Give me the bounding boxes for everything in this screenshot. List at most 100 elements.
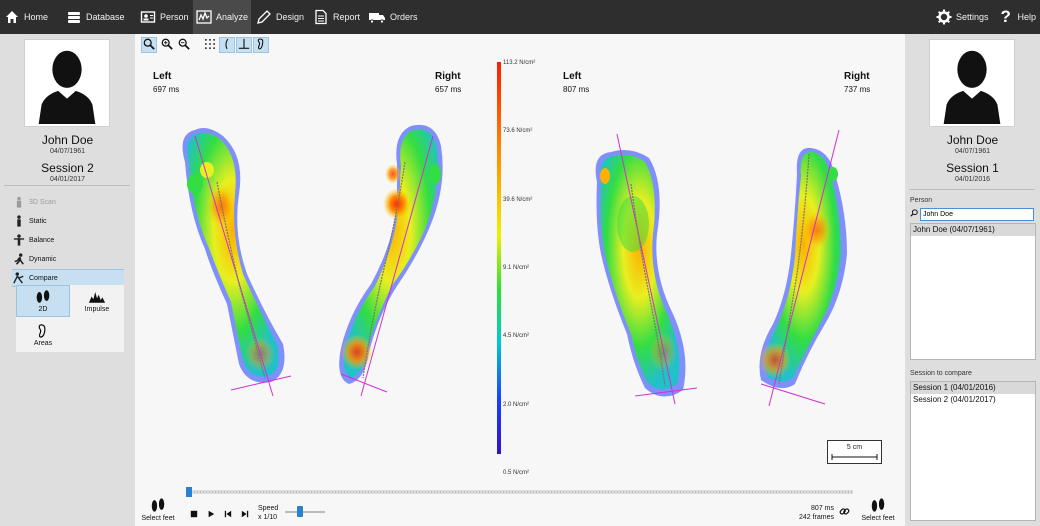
baseline-tool[interactable] [236, 37, 252, 53]
nav-design-label: Design [276, 12, 305, 22]
menu-static[interactable]: Static [12, 212, 124, 230]
select-feet-left[interactable]: Select feet [138, 497, 178, 522]
gear-icon [936, 9, 952, 25]
left-set-right-ms: 657 ms [435, 85, 462, 94]
person-results-list: John Doe (04/07/1961) [910, 223, 1036, 360]
select-feet-right-label: Select feet [861, 515, 895, 522]
compare-impulse-label: Impulse [84, 306, 110, 313]
compare-areas-button[interactable]: Areas [16, 319, 70, 351]
nav-database[interactable]: Database [66, 0, 128, 34]
analyze-icon [196, 9, 212, 25]
person-field-label: Person [910, 197, 933, 204]
color-scale-bar [497, 62, 501, 454]
compare-areas-label: Areas [33, 339, 53, 347]
nav-orders-label: Orders [390, 12, 418, 22]
skip-start-icon [224, 510, 232, 520]
menu-3d-scan[interactable]: 3D Scan [12, 193, 124, 211]
menu-static-label: Static [29, 217, 47, 225]
list-item[interactable]: Session 1 (04/01/2016) [911, 382, 1035, 394]
menu-balance[interactable]: Balance [12, 231, 124, 249]
foot-map-left-set-left [182, 128, 292, 397]
feet-icon [869, 497, 887, 515]
skip-start-button[interactable] [221, 508, 235, 522]
report-icon [313, 9, 329, 25]
static-icon [12, 214, 26, 228]
grid-toggle-tool[interactable] [202, 37, 218, 53]
right-set-right-ms: 737 ms [844, 85, 871, 94]
skip-end-icon [241, 510, 249, 520]
nav-orders[interactable]: Orders [368, 0, 418, 34]
nav-report[interactable]: Report [313, 0, 361, 34]
list-item[interactable]: Session 2 (04/01/2017) [913, 395, 996, 404]
compare-patient-dob: 04/07/1961 [954, 148, 991, 155]
scale-tick-label: 0.5 N/cm² [503, 470, 530, 476]
top-navigation-bar: Home Database Person Analyze Design Repo… [0, 0, 1040, 34]
speed-label: Speed [258, 505, 279, 512]
list-item[interactable]: John Doe (04/07/1961) [911, 224, 1035, 236]
foot-outline-tool[interactable] [253, 37, 269, 53]
areas-icon [36, 323, 50, 340]
scale-tick-label: 73.6 N/cm² [503, 128, 533, 134]
compare-2d-button[interactable]: 2D [16, 285, 70, 317]
nav-database-label: Database [86, 12, 125, 22]
nav-person[interactable]: Person [140, 0, 190, 34]
design-icon [256, 9, 272, 25]
nav-analyze-label: Analyze [216, 12, 249, 22]
axis-line-tool[interactable] [219, 37, 235, 53]
help-label: Help [1017, 12, 1036, 22]
link-icon [839, 508, 850, 519]
zoom-in-tool[interactable] [159, 37, 175, 53]
home-icon [4, 9, 20, 25]
playback-timeline[interactable] [188, 490, 853, 494]
zoom-fit-tool[interactable] [141, 37, 157, 53]
speed-readout: Speed x 1/10 [258, 504, 278, 522]
select-feet-left-label: Select feet [141, 515, 175, 522]
compare-submenu: 2D Impulse Areas [16, 285, 124, 352]
left-set-right-label: Right [435, 71, 461, 82]
axis-line-icon [222, 38, 232, 52]
person-silhouette-icon [943, 50, 1001, 125]
foot-map-right-set-left [595, 133, 698, 405]
menu-dynamic[interactable]: Dynamic [12, 250, 124, 268]
help-button[interactable]: ? Help [998, 0, 1036, 34]
divider [909, 189, 1035, 190]
settings-button[interactable]: Settings [936, 0, 990, 34]
pressure-maps [182, 62, 847, 454]
foot-map-left-set-right [339, 124, 443, 397]
select-feet-right[interactable]: Select feet [858, 497, 898, 522]
foot-map-right-set-right [759, 129, 847, 407]
left-set-left-label: Left [153, 71, 172, 82]
compare-impulse-button[interactable]: Impulse [70, 285, 124, 317]
session-compare-label: Session to compare [910, 370, 972, 377]
stop-button[interactable] [187, 508, 201, 522]
right-set-left-ms: 807 ms [563, 85, 590, 94]
person-silhouette-icon [38, 50, 96, 125]
frames-readout: 242 frames [798, 514, 834, 521]
speed-value: x 1/10 [258, 514, 278, 521]
dynamic-icon [12, 252, 26, 266]
patient-dob: 04/07/1961 [49, 148, 86, 155]
skip-end-button[interactable] [238, 508, 252, 522]
speed-slider-thumb[interactable] [297, 506, 303, 517]
nav-home-label: Home [24, 12, 49, 22]
3d-scan-icon [12, 195, 26, 209]
compare-patient-name: John Doe [946, 133, 999, 147]
nav-design[interactable]: Design [256, 0, 304, 34]
patient-name: John Doe [41, 133, 94, 147]
playback-controls [187, 508, 255, 522]
link-button[interactable] [839, 506, 851, 518]
person-search-row [910, 207, 1036, 221]
menu-3d-scan-label: 3D Scan [29, 198, 56, 206]
nav-home[interactable]: Home [4, 0, 56, 34]
help-icon: ? [1000, 7, 1011, 26]
play-button[interactable] [204, 508, 218, 522]
scale-tick-label: 39.6 N/cm² [503, 197, 533, 203]
timeline-thumb[interactable] [186, 487, 192, 497]
speed-slider-track[interactable] [285, 511, 325, 513]
zoom-out-tool[interactable] [176, 37, 192, 53]
session-compare-list: Session 1 (04/01/2016) Session 2 (04/01/… [910, 381, 1036, 521]
left-session-panel: John Doe 04/07/1961 Session 2 04/01/2017… [0, 34, 135, 526]
person-search-input[interactable] [920, 207, 1034, 221]
nav-analyze[interactable]: Analyze [193, 0, 251, 34]
time-readout: 807 ms [811, 505, 834, 512]
